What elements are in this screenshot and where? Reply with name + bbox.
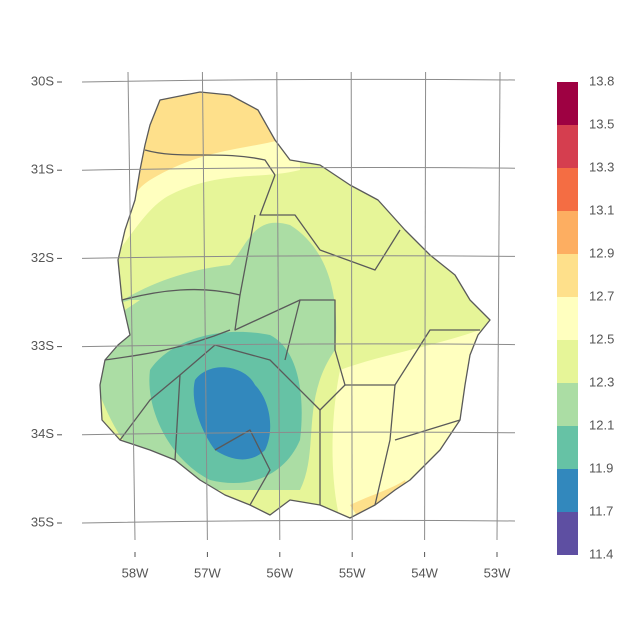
parallel bbox=[81, 167, 516, 171]
legend-label: 13.3 bbox=[589, 159, 614, 174]
legend-label: 13.5 bbox=[589, 116, 614, 131]
lon-label: 53W bbox=[484, 565, 511, 580]
meridian bbox=[424, 71, 427, 541]
legend-swatch bbox=[557, 512, 578, 555]
contour-fills bbox=[100, 92, 490, 518]
parallel bbox=[81, 431, 516, 436]
legend-swatch bbox=[557, 383, 578, 426]
lat-label: 30S bbox=[31, 73, 54, 88]
meridian bbox=[127, 71, 136, 541]
legend-label: 12.1 bbox=[589, 417, 614, 432]
legend: 11.4 11.7 11.9 12.1 12.3 12.5 12.7 12.9 13.1 13.3… bbox=[557, 73, 614, 561]
lon-label: 58W bbox=[122, 565, 149, 580]
lat-label: 31S bbox=[31, 162, 54, 177]
legend-label: 13.8 bbox=[589, 73, 614, 88]
legend-label: 12.9 bbox=[589, 245, 614, 260]
lat-label: 33S bbox=[31, 338, 54, 353]
legend-label: 12.7 bbox=[589, 288, 614, 303]
parallel bbox=[81, 343, 516, 348]
lon-label: 57W bbox=[194, 565, 221, 580]
lat-label: 35S bbox=[31, 514, 54, 529]
legend-label: 12.5 bbox=[589, 331, 614, 346]
country-outline bbox=[99, 91, 491, 519]
legend-label: 11.9 bbox=[589, 460, 613, 475]
legend-swatch bbox=[557, 82, 578, 125]
lon-label: 56W bbox=[266, 565, 293, 580]
meridian bbox=[350, 71, 353, 541]
legend-swatch bbox=[557, 211, 578, 254]
legend-label: 13.1 bbox=[589, 202, 614, 217]
legend-label: 11.4 bbox=[589, 546, 613, 561]
legend-swatch bbox=[557, 168, 578, 211]
lat-label: 34S bbox=[31, 426, 54, 441]
legend-swatch bbox=[557, 254, 578, 297]
lon-label: 54W bbox=[411, 565, 438, 580]
parallel bbox=[81, 255, 516, 259]
parallel bbox=[81, 519, 516, 524]
legend-label: 11.7 bbox=[589, 503, 613, 518]
legend-swatch bbox=[557, 469, 578, 512]
meridian bbox=[201, 71, 208, 541]
lat-label: 32S bbox=[31, 250, 54, 265]
legend-swatch bbox=[557, 125, 578, 168]
legend-swatch bbox=[557, 297, 578, 340]
meridian bbox=[496, 71, 501, 541]
parallel bbox=[81, 78, 516, 83]
legend-swatch bbox=[557, 340, 578, 383]
meridian bbox=[276, 71, 281, 541]
legend-swatch bbox=[557, 426, 578, 469]
legend-label: 12.3 bbox=[589, 374, 614, 389]
department-borders bbox=[104, 149, 480, 506]
graticule bbox=[81, 71, 516, 541]
lon-label: 55W bbox=[339, 565, 366, 580]
